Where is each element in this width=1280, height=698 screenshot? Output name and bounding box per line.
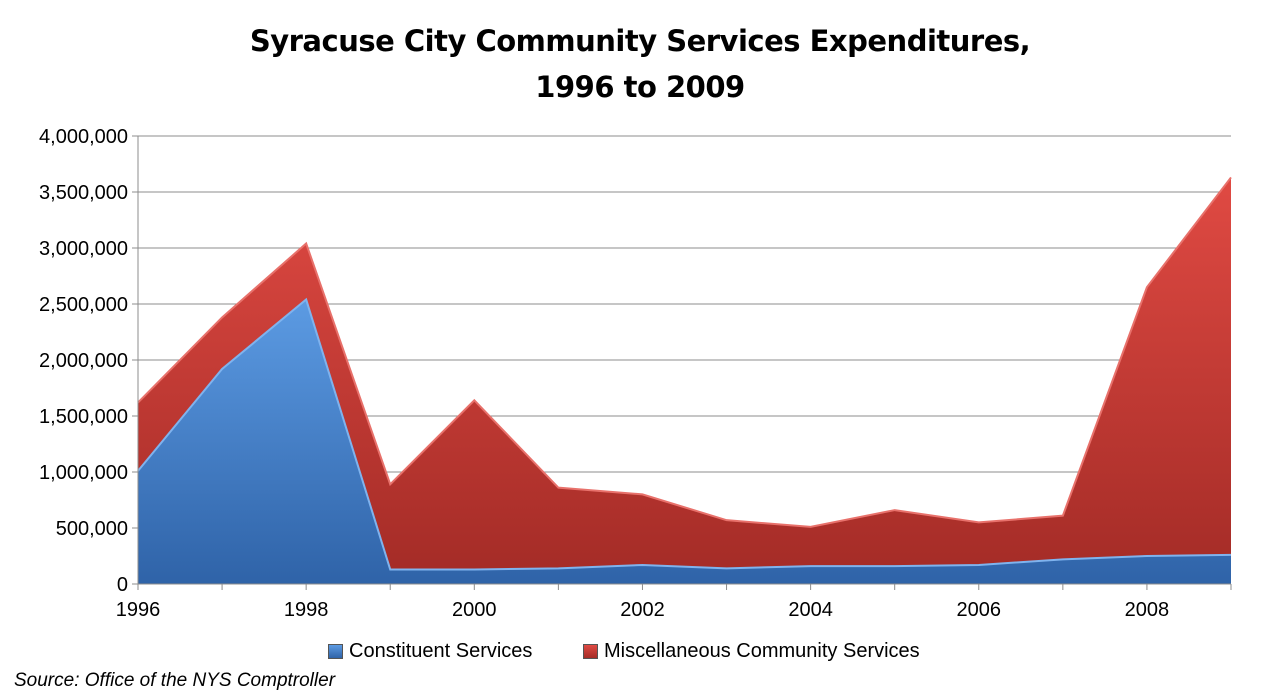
x-tick-label: 1996 xyxy=(116,599,161,621)
series-line-misc xyxy=(137,176,1232,528)
legend-label: Constituent Services xyxy=(349,640,533,662)
legend: Constituent Services Miscellaneous Commu… xyxy=(0,640,1280,664)
y-tick-label: 1,500,000 xyxy=(39,406,128,428)
x-tick-label: 2004 xyxy=(788,599,833,621)
y-tick-label: 3,500,000 xyxy=(39,182,128,204)
legend-swatch-blue xyxy=(328,644,343,659)
chart-title: Syracuse City Community Services Expendi… xyxy=(0,18,1280,110)
area-miscellaneous-community-services xyxy=(138,177,1231,570)
legend-label: Miscellaneous Community Services xyxy=(604,640,920,662)
legend-item-constituent-services: Constituent Services xyxy=(328,640,532,663)
area-chart: 0 500,000 1,000,000 1,500,000 2,000,000 2,500… xyxy=(39,126,1232,621)
y-tick-label: 500,000 xyxy=(56,518,128,540)
x-tick-label: 2006 xyxy=(957,599,1002,621)
chart-title-line-1: Syracuse City Community Services Expendi… xyxy=(249,24,1031,58)
x-tick-label: 2002 xyxy=(620,599,665,621)
y-tick-label: 2,500,000 xyxy=(39,294,128,316)
series-line-constituent xyxy=(137,297,1232,571)
y-tick-label: 3,000,000 xyxy=(39,238,128,260)
legend-swatch-red xyxy=(583,644,598,659)
source-note: Source: Office of the NYS Comptroller xyxy=(14,670,336,691)
x-tick-label: 2008 xyxy=(1125,599,1170,621)
y-tick-label: 4,000,000 xyxy=(39,126,128,148)
y-tick-label: 1,000,000 xyxy=(39,462,128,484)
area-constituent-services xyxy=(138,299,1231,584)
y-tick-label: 2,000,000 xyxy=(39,350,128,372)
y-tick-label: 0 xyxy=(117,574,128,596)
legend-item-misc-community-services: Miscellaneous Community Services xyxy=(583,640,920,663)
chart-title-line-2: 1996 to 2009 xyxy=(535,70,745,104)
x-tick-label: 1998 xyxy=(284,599,329,621)
x-tick-label: 2000 xyxy=(452,599,497,621)
